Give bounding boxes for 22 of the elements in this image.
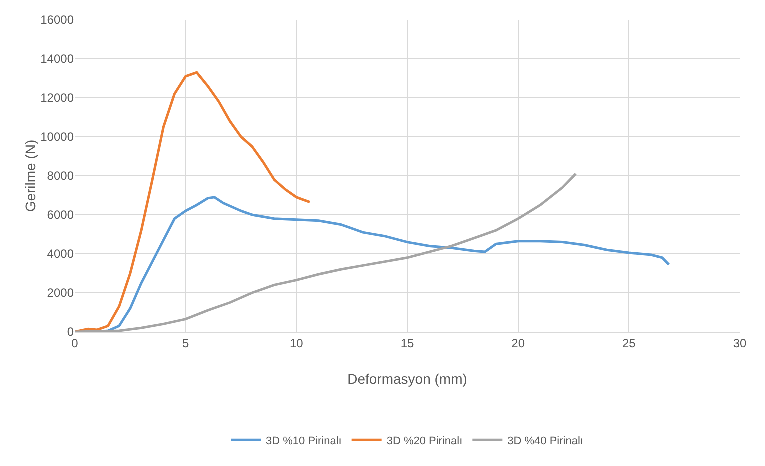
legend-label: 3D %40 Pirinalı bbox=[508, 435, 584, 448]
y-tick-label: 0 bbox=[67, 325, 74, 340]
line-series bbox=[75, 71, 312, 332]
y-tick-label: 16000 bbox=[40, 13, 74, 28]
x-tick-label: 30 bbox=[733, 336, 747, 350]
y-tick-label: 6000 bbox=[47, 208, 74, 222]
x-tick-label: 15 bbox=[400, 336, 414, 350]
legend-label: 3D %10 Pirinalı bbox=[266, 435, 342, 448]
y-tick-label: 10000 bbox=[40, 130, 74, 144]
line-series bbox=[75, 172, 578, 332]
y-tick-label: 4000 bbox=[47, 247, 74, 262]
x-tick-label: 25 bbox=[622, 336, 636, 350]
x-axis-title: Deformasyon (mm) bbox=[348, 371, 468, 387]
y-tick-label: 8000 bbox=[47, 169, 74, 184]
y-axis-title: Gerilme (N) bbox=[22, 140, 39, 212]
y-tick-label: 2000 bbox=[47, 286, 74, 300]
y-tick-label: 14000 bbox=[40, 52, 74, 66]
x-tick-label: 20 bbox=[512, 336, 526, 350]
legend-label: 3D %20 Pirinalı bbox=[386, 435, 463, 448]
x-tick-label: 10 bbox=[290, 336, 304, 350]
y-tick-label: 12000 bbox=[40, 91, 74, 106]
x-tick-label: 5 bbox=[182, 336, 190, 350]
